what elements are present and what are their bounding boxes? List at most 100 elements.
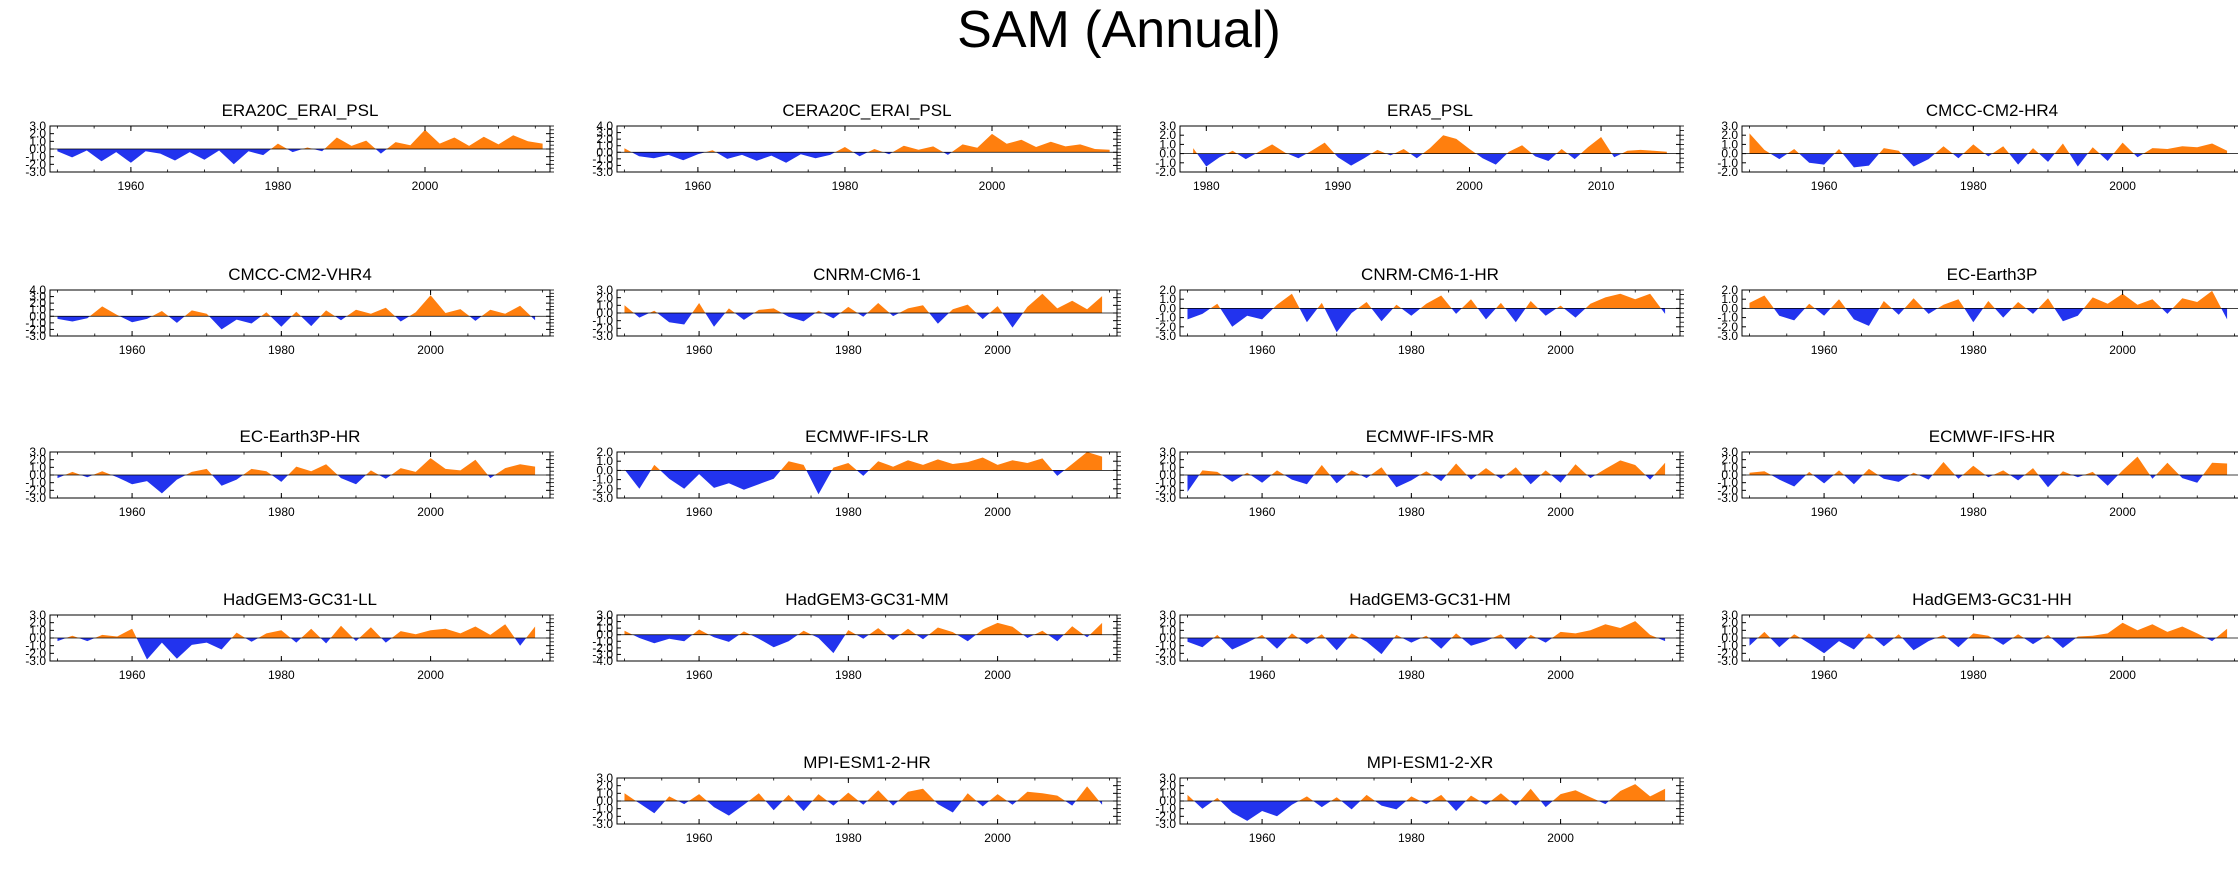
- positive-anomaly-area: [624, 452, 1103, 471]
- positive-anomaly-area: [1187, 293, 1666, 309]
- y-tick-label: 1.0: [29, 623, 46, 637]
- plot-frame: [616, 614, 1118, 662]
- y-tick-label: 1.0: [596, 454, 613, 468]
- y-tick-label: -1.0: [25, 150, 46, 164]
- positive-anomaly-area: [1193, 135, 1667, 154]
- y-tick-label: -2.0: [1155, 809, 1176, 823]
- positive-anomaly-area: [624, 622, 1103, 635]
- y-tick-label: -1.0: [1155, 802, 1176, 816]
- x-tick-label: 1960: [1249, 505, 1276, 519]
- y-tick-label: 1.0: [596, 298, 613, 312]
- x-tick-label: 2000: [2109, 343, 2136, 357]
- y-tick-label: -2.0: [592, 482, 613, 496]
- y-tick-label: 2.0: [29, 616, 46, 630]
- y-tick-label: -3.0: [1155, 329, 1176, 343]
- y-tick-label: -2.0: [592, 641, 613, 655]
- y-tick-label: 2.0: [1159, 453, 1176, 467]
- y-tick-label: 0.0: [596, 794, 613, 808]
- y-tick-label: 0.0: [1721, 631, 1738, 645]
- x-tick-label: 1960: [1249, 668, 1276, 682]
- negative-anomaly-area: [57, 316, 536, 330]
- y-tick-label: 3.0: [1159, 771, 1176, 785]
- positive-anomaly-area: [1749, 290, 2228, 309]
- y-tick-label: -3.0: [1717, 654, 1738, 668]
- y-tick-label: 1.0: [1721, 137, 1738, 151]
- y-tick-label: -4.0: [592, 654, 613, 668]
- y-tick-label: 4.0: [29, 283, 46, 297]
- x-tick-label: 1980: [1193, 179, 1220, 193]
- panel-title: MPI-ESM1-2-HR: [803, 753, 931, 772]
- negative-anomaly-area: [624, 801, 1103, 816]
- x-tick-label: 2000: [1547, 831, 1574, 845]
- plot-frame: [1741, 289, 2238, 337]
- x-tick-label: 2000: [2109, 505, 2136, 519]
- panel-title: CMCC-CM2-HR4: [1926, 101, 2058, 120]
- negative-anomaly-area: [57, 638, 536, 660]
- x-tick-label: 1980: [1960, 668, 1987, 682]
- x-tick-label: 1960: [1811, 179, 1838, 193]
- y-tick-label: 3.0: [29, 290, 46, 304]
- x-tick-label: 2000: [1547, 505, 1574, 519]
- y-tick-label: 1.0: [1159, 460, 1176, 474]
- x-tick-label: 1960: [119, 505, 146, 519]
- x-tick-label: 1960: [1249, 831, 1276, 845]
- y-tick-label: -2.0: [25, 646, 46, 660]
- y-tick-label: -2.0: [1155, 646, 1176, 660]
- x-tick-label: 1960: [686, 505, 713, 519]
- y-tick-label: -1.0: [592, 802, 613, 816]
- y-tick-label: 2.0: [1721, 283, 1738, 297]
- y-tick-label: 3.0: [29, 445, 46, 459]
- y-tick-label: 1.0: [29, 460, 46, 474]
- x-tick-label: 1980: [268, 505, 295, 519]
- y-tick-label: 0.0: [29, 468, 46, 482]
- y-tick-label: -3.0: [1155, 654, 1176, 668]
- y-tick-label: -1.0: [592, 634, 613, 648]
- y-tick-label: 1.0: [596, 786, 613, 800]
- x-tick-label: 2000: [1456, 179, 1483, 193]
- panel-title: ERA20C_ERAI_PSL: [222, 101, 379, 120]
- y-tick-label: -1.0: [1717, 476, 1738, 490]
- panel-title: CMCC-CM2-VHR4: [228, 265, 372, 284]
- panel-hadgem3-gc31-ll: HadGEM3-GC31-LL 3.0 2.0 1.0 0.0 -1.0 -2.0 -3.0 1…: [2, 587, 564, 689]
- y-tick-label: 0.0: [1159, 631, 1176, 645]
- y-tick-label: 3.0: [596, 771, 613, 785]
- panel-title: CNRM-CM6-1: [813, 265, 921, 284]
- y-tick-label: 1.0: [596, 621, 613, 635]
- panel-ec-earth3p: EC-Earth3P 2.0 1.0 0.0 -1.0 -2.0 -3.0 1960 1980 2…: [1694, 262, 2238, 364]
- panel-title: EC-Earth3P-HR: [240, 427, 361, 446]
- y-tick-label: -2.0: [592, 321, 613, 335]
- y-tick-label: 0.0: [29, 309, 46, 323]
- y-tick-label: -2.0: [25, 157, 46, 171]
- y-tick-label: 2.0: [29, 296, 46, 310]
- panel-svg: EC-Earth3P-HR 3.02.01.00.0-1.0-2.0-3.0 196…: [25, 427, 554, 519]
- y-tick-label: -2.0: [1155, 483, 1176, 497]
- y-tick-label: 0.0: [1159, 794, 1176, 808]
- y-tick-label: -1.0: [592, 473, 613, 487]
- y-tick-label: -1.0: [1155, 156, 1176, 170]
- y-tick-label: 0.0: [1159, 147, 1176, 161]
- y-tick-label: 0.0: [596, 463, 613, 477]
- x-tick-label: 1980: [1960, 505, 1987, 519]
- negative-anomaly-area: [1187, 801, 1666, 821]
- y-tick-label: 3.0: [1721, 119, 1738, 133]
- y-tick-label: -1.0: [592, 314, 613, 328]
- y-tick-label: 0.0: [29, 631, 46, 645]
- x-tick-label: 1980: [1398, 343, 1425, 357]
- negative-anomaly-area: [1749, 308, 2228, 326]
- y-tick-label: -1.0: [1155, 311, 1176, 325]
- x-tick-label: 1980: [1398, 668, 1425, 682]
- panel-title: HadGEM3-GC31-HH: [1912, 590, 2072, 609]
- y-tick-label: -1.0: [25, 639, 46, 653]
- y-tick-label: 0.0: [1159, 301, 1176, 315]
- positive-anomaly-area: [624, 133, 1110, 153]
- x-tick-label: 1980: [1398, 831, 1425, 845]
- y-tick-label: 1.0: [1159, 137, 1176, 151]
- panel-svg: CNRM-CM6-1 3.02.01.00.0-1.0-2.0-3.0 1960 19…: [592, 265, 1121, 357]
- y-tick-label: 1.0: [29, 303, 46, 317]
- panel-svg: CMCC-CM2-HR4 3.02.01.00.0-1.0-2.0 1960 1980…: [1717, 101, 2238, 193]
- y-tick-label: -2.0: [25, 322, 46, 336]
- x-tick-label: 2000: [1547, 343, 1574, 357]
- y-tick-label: 4.0: [596, 119, 613, 133]
- y-tick-label: -2.0: [1717, 165, 1738, 179]
- x-tick-label: 1980: [268, 343, 295, 357]
